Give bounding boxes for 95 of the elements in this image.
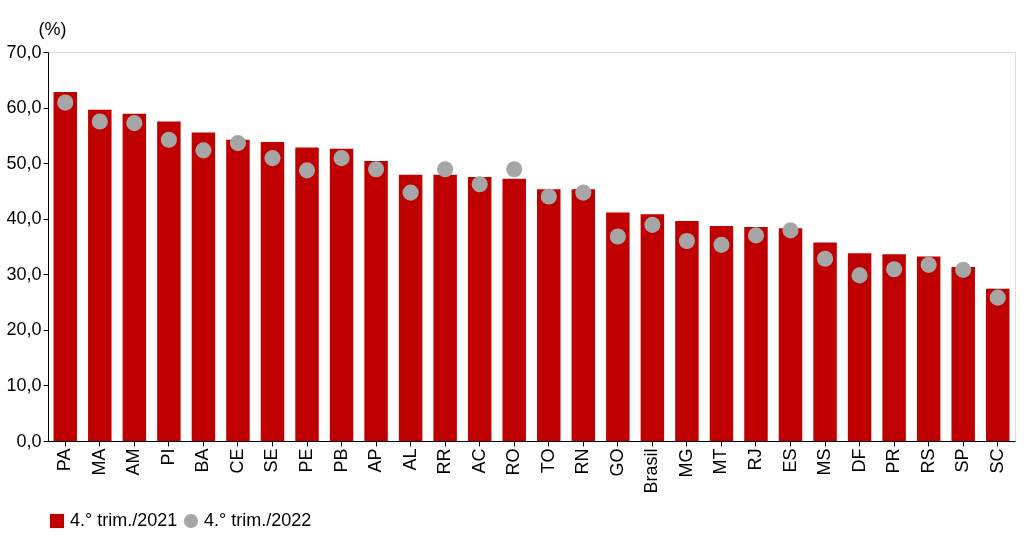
point <box>229 135 247 152</box>
point <box>575 184 592 201</box>
point <box>851 267 868 284</box>
bar <box>191 132 216 441</box>
x-tick-label: PB <box>330 448 351 473</box>
x-tick-label: MA <box>88 448 109 476</box>
x-tick-label: SE <box>261 448 282 473</box>
bar <box>744 227 768 441</box>
bar <box>398 174 423 441</box>
y-tick-label: 50,0 <box>6 152 42 173</box>
point <box>816 250 834 267</box>
bar <box>813 242 837 441</box>
point <box>644 216 661 233</box>
point <box>368 161 385 178</box>
y-axis-title: (%) <box>38 18 67 39</box>
point <box>57 94 74 111</box>
point <box>886 261 903 278</box>
point <box>506 161 523 178</box>
x-tick-label: BA <box>192 448 213 473</box>
bar <box>295 147 319 441</box>
x-tick-label: PE <box>296 448 317 473</box>
bar <box>951 267 975 441</box>
bar <box>985 288 1010 441</box>
x-tick-label: GO <box>606 448 627 477</box>
x-tick-label: MG <box>675 448 696 478</box>
point <box>747 227 765 244</box>
y-tick-label: 10,0 <box>6 374 42 395</box>
point <box>160 131 177 148</box>
y-tick-label: 20,0 <box>6 319 42 340</box>
point <box>195 142 212 159</box>
x-tick-label: MT <box>710 448 731 475</box>
legend-label: 4.° trim./2022 <box>204 510 312 530</box>
point <box>402 184 419 201</box>
x-tick-label: ES <box>779 448 800 473</box>
x-tick-label: RR <box>434 448 455 475</box>
point <box>955 261 972 278</box>
bar <box>640 214 665 441</box>
bar <box>709 225 734 441</box>
point <box>782 222 799 239</box>
x-tick-label: RJ <box>744 448 765 471</box>
point <box>437 161 454 178</box>
bar <box>778 228 803 441</box>
x-tick-label: RO <box>503 448 524 476</box>
point <box>126 115 143 132</box>
bar <box>364 160 388 441</box>
bar <box>329 148 354 441</box>
y-tick-label: 60,0 <box>6 97 42 118</box>
point <box>540 188 557 205</box>
bar <box>847 253 872 441</box>
bar <box>226 139 250 441</box>
bar <box>882 254 906 441</box>
point <box>678 232 695 249</box>
x-tick-label: DF <box>848 448 869 473</box>
x-tick-label: CE <box>226 448 247 474</box>
bar <box>260 142 285 441</box>
point <box>989 289 1006 306</box>
point <box>471 176 488 193</box>
y-tick-label: 0,0 <box>16 430 42 451</box>
x-tick-label: AM <box>123 448 144 476</box>
bar <box>88 109 112 441</box>
point <box>713 236 730 253</box>
point <box>333 150 350 167</box>
legend-label: 4.° trim./2021 <box>70 510 178 530</box>
bar <box>53 92 78 441</box>
x-tick-label: AL <box>399 448 420 471</box>
bar <box>467 177 492 441</box>
bar <box>571 189 596 441</box>
y-tick-label: 40,0 <box>6 208 42 229</box>
bar <box>675 220 699 441</box>
x-tick-label: TO <box>537 448 558 474</box>
bar <box>916 256 941 441</box>
bar <box>502 178 526 441</box>
bar <box>537 189 561 441</box>
x-tick-label: AP <box>365 448 386 473</box>
point <box>91 113 108 130</box>
y-tick-label: 30,0 <box>6 263 42 284</box>
x-tick-label: PR <box>883 448 904 474</box>
point <box>609 228 626 245</box>
x-tick-label: MS <box>814 448 835 476</box>
point <box>920 256 937 273</box>
x-tick-label: Brasil <box>641 448 662 494</box>
x-tick-label: PI <box>157 448 178 466</box>
x-tick-label: RS <box>917 448 938 474</box>
x-tick-label: AC <box>468 448 489 474</box>
bar <box>122 113 147 441</box>
point <box>264 150 281 167</box>
y-tick-label: 70,0 <box>6 41 42 62</box>
bar <box>433 174 457 441</box>
x-tick-label: RN <box>572 448 593 475</box>
point <box>298 162 316 179</box>
bar <box>606 212 630 441</box>
x-tick-label: SP <box>952 448 973 473</box>
bar <box>157 121 181 441</box>
x-tick-label: PA <box>54 448 75 472</box>
x-tick-label: SC <box>986 448 1007 474</box>
